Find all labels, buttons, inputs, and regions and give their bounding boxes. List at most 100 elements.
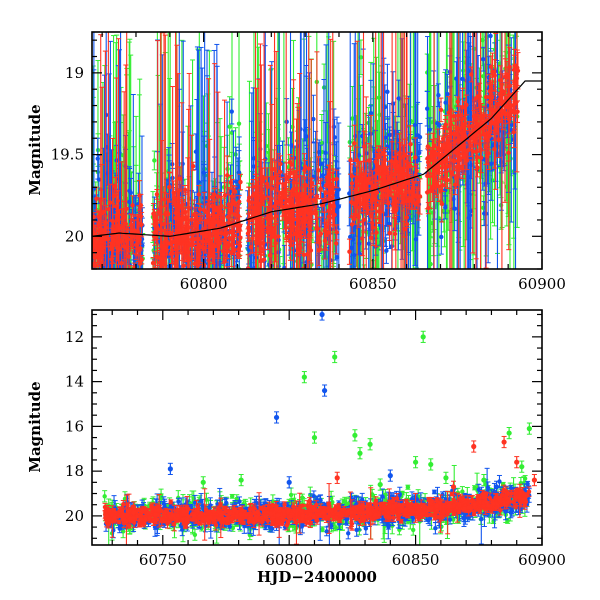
data-point-b xyxy=(316,149,322,155)
data-point-g xyxy=(166,291,170,295)
data-point-b xyxy=(443,100,448,105)
data-point-b xyxy=(135,270,139,274)
data-point-b xyxy=(250,269,254,273)
data-point-g xyxy=(202,302,206,306)
data-point-g xyxy=(160,272,164,276)
data-point-b xyxy=(387,151,392,156)
data-point-b xyxy=(333,192,339,198)
data-point-g xyxy=(461,68,466,73)
data-point-g xyxy=(358,55,364,60)
data-point-g xyxy=(126,311,130,315)
data-point-b xyxy=(178,293,182,297)
data-point-b xyxy=(92,305,96,309)
data-point-g xyxy=(442,109,448,114)
data-point-b xyxy=(267,270,271,274)
data-point-g xyxy=(272,298,276,302)
data-point-b xyxy=(467,213,473,218)
data-point-g xyxy=(101,274,105,278)
data-point-b xyxy=(439,234,444,240)
data-point-g xyxy=(442,210,447,215)
data-point-b xyxy=(133,276,137,280)
data-point-b xyxy=(235,184,241,189)
data-point-g xyxy=(164,274,168,278)
data-point-b xyxy=(384,248,389,253)
data-point-g xyxy=(233,305,237,309)
data-point-b xyxy=(95,156,100,161)
data-point-g xyxy=(257,272,261,276)
data-point-b xyxy=(454,76,459,81)
data-point-b xyxy=(321,288,325,292)
data-point-g xyxy=(350,116,355,121)
data-point-g xyxy=(97,285,101,289)
data-point-b xyxy=(227,273,231,277)
data-point-b xyxy=(425,106,430,111)
zoomed-data-points xyxy=(92,3,542,333)
data-point-g xyxy=(306,274,310,278)
data-point-g xyxy=(114,273,118,277)
data-point-b xyxy=(427,127,433,132)
data-point-b xyxy=(412,122,418,128)
data-point-g xyxy=(134,275,138,279)
data-point-b xyxy=(126,272,130,276)
data-point-g xyxy=(134,278,138,282)
data-point-b xyxy=(347,191,352,196)
data-point-g xyxy=(158,277,162,281)
data-point-b xyxy=(357,241,362,246)
data-point-b xyxy=(195,294,199,298)
data-point-b xyxy=(251,156,256,161)
data-point-g xyxy=(169,329,173,333)
data-point-g xyxy=(152,158,157,163)
data-point-g xyxy=(132,296,136,300)
data-point-g xyxy=(205,313,209,317)
data-point-b xyxy=(488,33,493,39)
data-point-b xyxy=(415,133,420,138)
data-point-g xyxy=(151,284,155,288)
data-point-g xyxy=(160,275,164,279)
data-point-b xyxy=(106,269,110,273)
data-point-b xyxy=(120,276,124,280)
data-point-b xyxy=(443,205,448,210)
data-point-g xyxy=(126,292,130,296)
data-point-b xyxy=(282,265,287,269)
data-point-b xyxy=(385,89,390,94)
data-point-b xyxy=(348,234,353,240)
data-point-b xyxy=(464,78,469,83)
data-point-g xyxy=(514,3,518,7)
data-point-b xyxy=(108,291,112,295)
data-point-g xyxy=(218,301,222,305)
data-point-g xyxy=(176,304,180,308)
data-point-b xyxy=(416,150,422,156)
data-point-b xyxy=(193,149,199,154)
data-point-b xyxy=(229,109,234,114)
data-point-b xyxy=(323,150,328,155)
data-point-b xyxy=(435,121,440,126)
data-point-g xyxy=(119,270,123,274)
data-point-b xyxy=(161,269,165,273)
data-point-g xyxy=(506,5,510,9)
data-point-g xyxy=(362,304,366,308)
data-point-b xyxy=(248,253,253,258)
data-point-b xyxy=(288,301,292,305)
data-point-b xyxy=(120,281,124,285)
data-point-b xyxy=(118,272,122,276)
data-point-b xyxy=(111,270,115,274)
data-point-g xyxy=(481,73,486,79)
data-point-b xyxy=(171,294,175,298)
data-point-g xyxy=(129,291,133,295)
data-point-g xyxy=(193,270,197,274)
data-point-b xyxy=(396,96,401,101)
data-point-g xyxy=(480,37,485,43)
data-point-b xyxy=(336,204,342,209)
data-point-g xyxy=(282,276,286,280)
data-point-b xyxy=(494,26,498,30)
data-point-b xyxy=(109,275,113,279)
data-point-b xyxy=(168,285,172,289)
data-point-g xyxy=(136,279,140,283)
data-point-b xyxy=(368,110,374,116)
data-point-g xyxy=(230,326,234,330)
data-point-g xyxy=(93,272,97,276)
data-point-b xyxy=(483,181,488,186)
data-point-b xyxy=(107,288,111,292)
